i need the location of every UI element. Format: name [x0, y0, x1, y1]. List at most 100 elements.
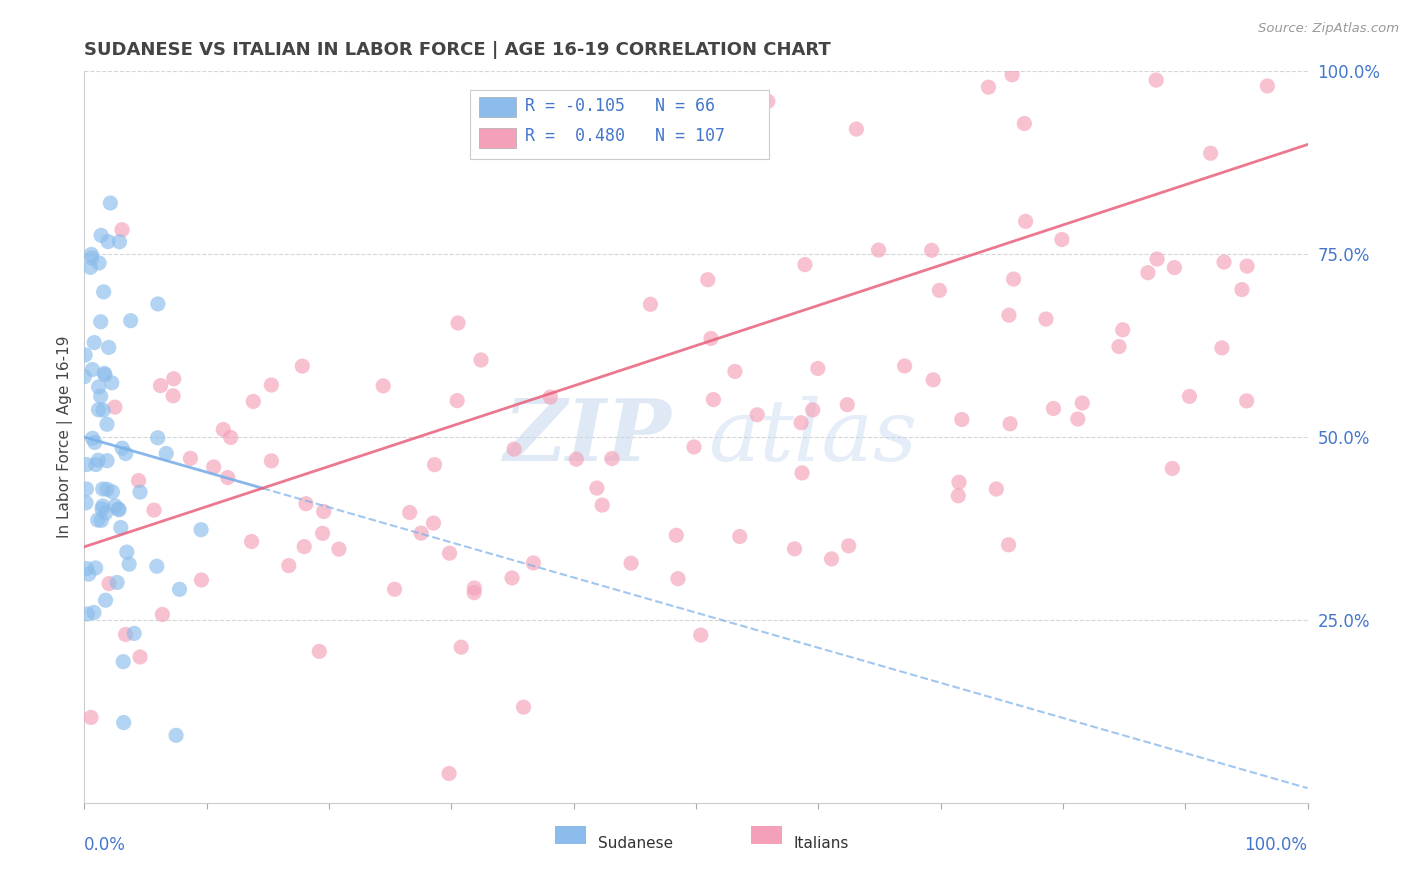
Point [91, 499, 114, 513]
Point [202, 460, 225, 475]
Text: R = -0.105   N = 66: R = -0.105 N = 66 [524, 96, 714, 115]
Text: Source: ZipAtlas.com: Source: ZipAtlas.com [1258, 22, 1399, 36]
Point [790, 466, 813, 480]
Point [73, 369, 96, 384]
Point [696, 273, 718, 287]
Point [1002, 272, 1025, 286]
Point [503, 442, 526, 456]
Point [93, 285, 115, 299]
Point [146, 297, 169, 311]
Y-axis label: In Labor Force | Age 16-19: In Labor Force | Age 16-19 [58, 335, 73, 539]
Point [437, 766, 460, 780]
Point [76, 607, 98, 621]
Point [922, 373, 945, 387]
Point [948, 489, 970, 503]
Text: atlas: atlas [709, 396, 917, 478]
Point [105, 575, 128, 590]
Point [155, 446, 177, 460]
Point [96, 453, 118, 467]
Point [1144, 73, 1167, 87]
Point [1136, 266, 1159, 280]
Point [921, 244, 943, 258]
Point [86, 513, 108, 527]
Point [384, 582, 406, 597]
Point [108, 502, 131, 516]
Point [522, 556, 544, 570]
Point [212, 423, 235, 437]
Point [422, 516, 444, 530]
Point [82, 431, 104, 445]
Point [423, 458, 446, 472]
Point [756, 95, 779, 109]
Point [104, 400, 127, 414]
Point [1236, 393, 1258, 408]
Point [783, 541, 806, 556]
Point [1199, 146, 1222, 161]
Point [794, 258, 817, 272]
Point [728, 529, 751, 543]
Point [146, 431, 169, 445]
Point [242, 394, 264, 409]
Point [998, 417, 1021, 431]
Point [94, 506, 117, 520]
Point [114, 446, 136, 460]
Point [928, 284, 950, 298]
Point [997, 538, 1019, 552]
Point [87, 380, 110, 394]
Point [83, 606, 105, 620]
Point [373, 379, 395, 393]
Point [565, 452, 588, 467]
Point [948, 475, 970, 490]
Point [538, 390, 561, 404]
Point [977, 80, 1000, 95]
Point [450, 640, 472, 655]
Point [97, 340, 120, 354]
Point [90, 228, 112, 243]
Point [91, 482, 114, 496]
Point [82, 362, 104, 376]
Point [90, 513, 112, 527]
Point [77, 567, 100, 582]
Point [240, 534, 263, 549]
Point [94, 593, 117, 607]
Point [724, 364, 747, 378]
Point [146, 559, 169, 574]
Point [118, 558, 141, 572]
Point [292, 540, 315, 554]
Text: ZIP: ZIP [503, 395, 672, 479]
Point [1042, 401, 1064, 416]
Point [98, 576, 121, 591]
Point [110, 520, 132, 534]
Point [108, 235, 131, 249]
Point [1161, 461, 1184, 475]
Point [179, 451, 201, 466]
Point [114, 627, 136, 641]
Point [1163, 260, 1185, 275]
Point [1236, 259, 1258, 273]
Point [291, 359, 314, 373]
Text: Italians: Italians [794, 836, 849, 851]
Point [143, 503, 166, 517]
Point [111, 441, 134, 455]
Point [80, 251, 103, 265]
Point [83, 335, 105, 350]
Point [801, 403, 824, 417]
Point [87, 453, 110, 467]
Point [76, 561, 98, 575]
Point [666, 572, 689, 586]
Point [837, 398, 859, 412]
Point [101, 484, 124, 499]
Point [163, 372, 186, 386]
Point [845, 122, 868, 136]
Point [1014, 214, 1036, 228]
Point [700, 331, 723, 345]
Point [311, 526, 333, 541]
Point [96, 482, 118, 496]
Point [84, 458, 107, 472]
Point [277, 558, 299, 573]
Point [112, 655, 135, 669]
Point [398, 506, 420, 520]
Point [128, 474, 150, 488]
Point [838, 539, 860, 553]
Point [122, 626, 145, 640]
